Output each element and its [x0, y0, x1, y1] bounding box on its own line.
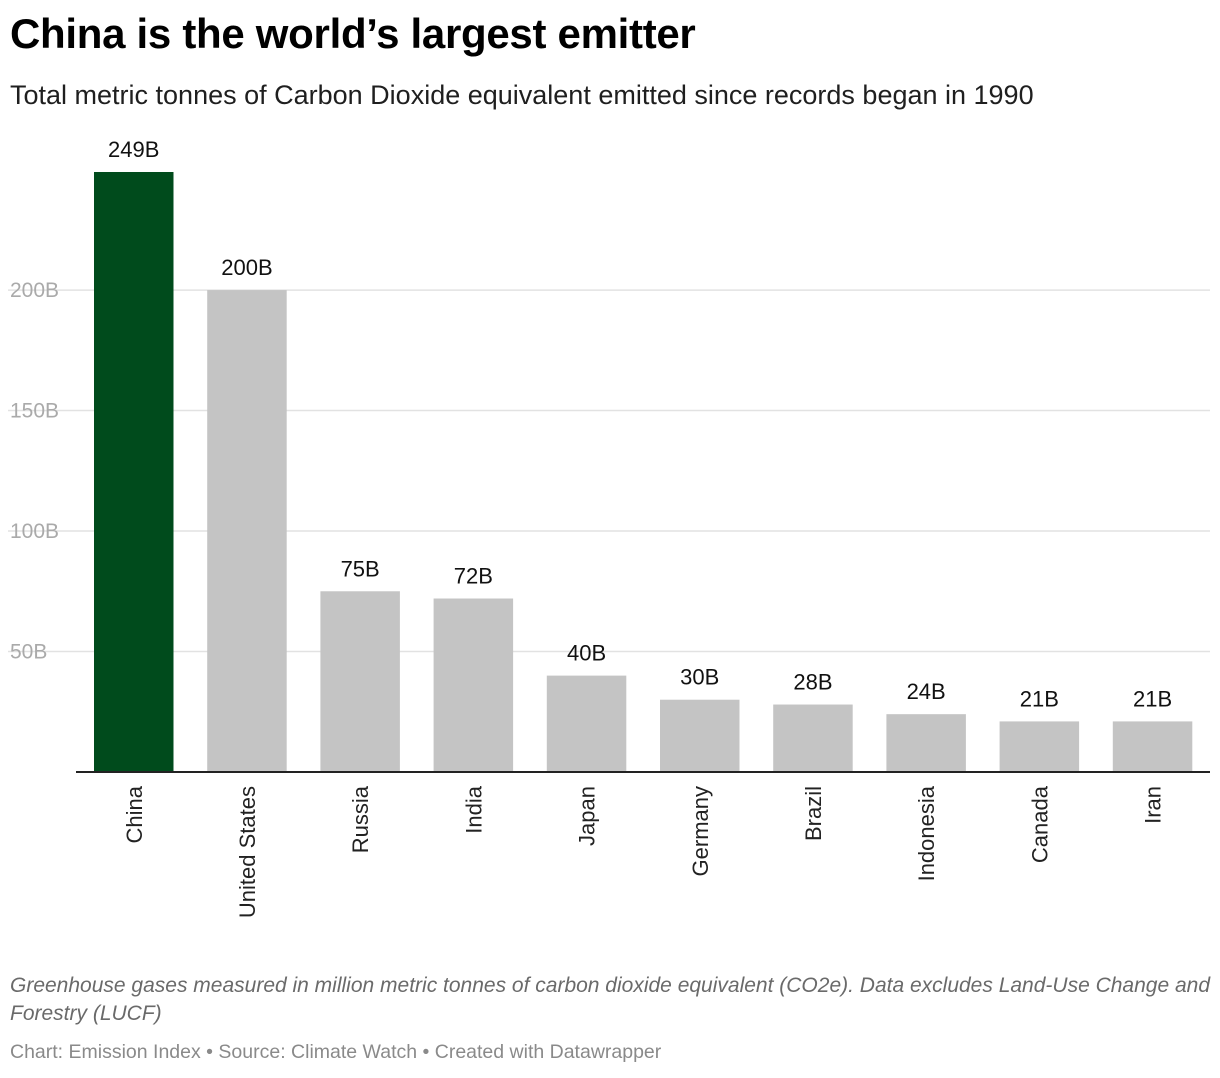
bar [433, 598, 514, 772]
category-label: Iran [1141, 786, 1166, 824]
chart-credits: Chart: Emission Index • Source: Climate … [10, 1041, 662, 1063]
chart-title: China is the world’s largest emitter [10, 10, 696, 57]
value-label: 21B [1133, 686, 1172, 711]
bar [660, 699, 740, 772]
bar [999, 721, 1080, 772]
value-label: 24B [907, 679, 946, 704]
gridlines [8, 289, 1210, 653]
category-label: Indonesia [914, 785, 939, 881]
value-label: 75B [341, 556, 380, 581]
bar [773, 704, 853, 772]
category-label: Canada [1027, 785, 1052, 863]
y-tick-label: 200B [10, 279, 59, 302]
bar [320, 591, 400, 772]
category-label: India [461, 785, 486, 833]
category-label: Japan [575, 786, 600, 846]
bar [207, 290, 287, 772]
y-axis-tick-labels: 50B 100B 150B 200B [10, 279, 59, 663]
category-label: China [122, 785, 147, 843]
bar [546, 675, 627, 772]
value-labels: 249B 200B 75B 72B 40B 30B 28B 24B 21B 21B [108, 137, 1172, 711]
bar [1112, 721, 1193, 772]
value-label: 21B [1020, 686, 1059, 711]
category-label: Brazil [801, 786, 826, 841]
chart-subtitle: Total metric tonnes of Carbon Dioxide eq… [10, 80, 1034, 110]
category-label: Russia [348, 785, 373, 853]
x-axis-category-labels: China United States Russia India Japan German… [122, 785, 1166, 918]
value-label: 28B [793, 670, 832, 695]
bar [94, 172, 174, 772]
y-tick-label: 150B [10, 400, 59, 423]
y-tick-label: 50B [10, 641, 47, 664]
bars [94, 172, 1193, 772]
value-label: 249B [108, 137, 159, 162]
bar [886, 714, 966, 772]
value-label: 30B [680, 665, 719, 690]
value-label: 72B [454, 564, 493, 589]
category-label: Germany [688, 786, 713, 876]
y-tick-label: 100B [10, 520, 59, 543]
category-label: United States [235, 786, 260, 918]
value-label: 40B [567, 641, 606, 666]
chart-notes: Greenhouse gases measured in million met… [10, 974, 1211, 1025]
value-label: 200B [221, 255, 272, 280]
